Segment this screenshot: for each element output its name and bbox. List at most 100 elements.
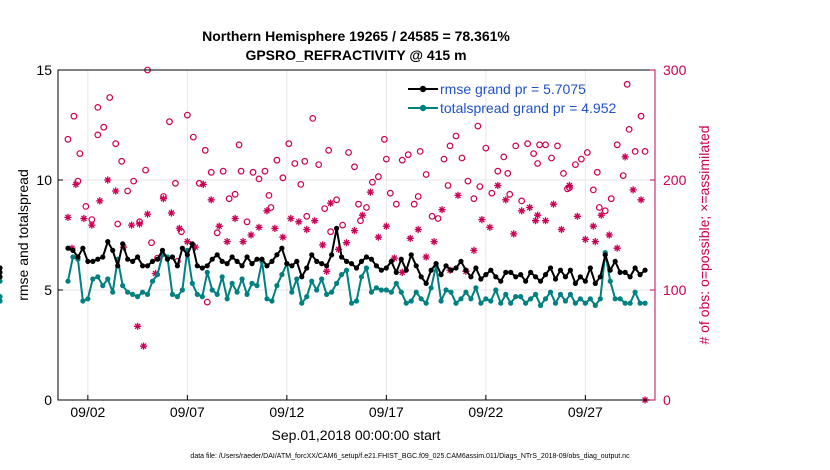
rmse-point: [547, 265, 554, 271]
obs-possible-point: [398, 156, 406, 164]
obs-possible-point: [82, 202, 90, 210]
rmse-point: [413, 263, 419, 269]
obs-possible-point: [623, 80, 631, 88]
rmse-point: [622, 269, 628, 275]
totalspread-point: [154, 272, 161, 278]
obs-assimilated-point: [406, 234, 414, 242]
totalspread-point: [542, 296, 549, 302]
rmse-point: [0, 269, 3, 275]
obs-possible-point: [452, 132, 460, 140]
y-right-tick-label: 300: [663, 62, 687, 78]
rmse-point: [115, 263, 121, 269]
rmse-point: [90, 258, 96, 264]
obs-possible-point: [249, 168, 257, 176]
rmse-point: [363, 254, 370, 260]
totalspread-point: [249, 280, 255, 286]
obs-possible-point: [380, 135, 388, 143]
totalspread-point: [562, 298, 569, 304]
rmse-point: [164, 256, 171, 262]
totalspread-point: [523, 300, 529, 306]
totalspread-point: [393, 280, 399, 286]
rmse-point: [254, 256, 260, 262]
y-right-tick-label: 200: [663, 172, 687, 188]
obs-possible-point: [476, 183, 484, 191]
obs-possible-point: [203, 298, 211, 306]
rmse-point: [179, 245, 185, 251]
obs-assimilated-point: [494, 181, 502, 190]
obs-assimilated-point: [637, 196, 645, 204]
rmse-point: [483, 272, 489, 278]
rmse-point: [453, 265, 459, 271]
totalspread-point: [597, 296, 603, 302]
totalspread-point: [483, 296, 489, 302]
totalspread-point: [443, 287, 449, 293]
obs-possible-point: [106, 94, 114, 101]
obs-possible-point: [339, 221, 346, 229]
totalspread-point: [478, 300, 484, 306]
obs-assimilated-point: [72, 180, 80, 188]
rmse-point: [169, 254, 176, 260]
legend: rmse grand pr = 5.7075 totalspread grand…: [408, 81, 617, 116]
obs-assimilated-point: [135, 220, 144, 228]
rmse-point: [329, 252, 335, 258]
totalspread-point: [518, 294, 524, 300]
rmse-point: [324, 263, 330, 269]
totalspread-point: [567, 291, 574, 297]
totalspread-point: [244, 291, 250, 297]
rmse-point: [139, 263, 146, 269]
rmse-point: [607, 267, 613, 273]
x-tick-label: 09/02: [70, 404, 105, 420]
obs-assimilated-point: [139, 342, 148, 350]
obs-possible-point: [494, 167, 502, 175]
rmse-point: [542, 272, 549, 278]
totalspread-point: [463, 289, 469, 295]
rmse-point: [493, 274, 499, 280]
totalspread-point: [174, 294, 180, 300]
totalspread-point: [617, 296, 623, 302]
totalspread-point: [90, 276, 96, 282]
rmse-point: [418, 274, 424, 280]
obs-assimilated-point: [613, 244, 621, 252]
obs-possible-point: [325, 146, 333, 154]
rmse-point: [368, 256, 375, 262]
rmse-point: [438, 272, 444, 278]
rmse-point: [627, 274, 633, 280]
totalspread-point: [264, 296, 270, 302]
totalspread-point: [388, 289, 394, 295]
rmse-point: [478, 276, 484, 282]
rmse-point: [224, 261, 230, 267]
obs-possible-point: [474, 122, 482, 130]
obs-possible-point: [488, 189, 496, 197]
obs-assimilated-point: [323, 267, 331, 275]
totalspread-point: [110, 289, 116, 295]
rmse-point: [488, 267, 494, 273]
rmse-point: [80, 245, 86, 251]
obs-assimilated-point: [96, 197, 104, 205]
rmse-point: [229, 254, 235, 260]
rmse-point: [383, 265, 389, 271]
obs-possible-point: [428, 212, 436, 220]
rmse-point: [249, 261, 255, 267]
obs-possible-point: [235, 141, 243, 149]
totalspread-point: [423, 300, 429, 306]
obs-assimilated-point: [532, 217, 540, 225]
totalspread-point: [149, 278, 156, 284]
obs-assimilated-point: [390, 254, 398, 262]
totalspread-point: [219, 274, 225, 280]
totalspread-point: [95, 274, 101, 280]
obs-assimilated-point: [591, 238, 599, 246]
rmse-point: [269, 258, 275, 264]
obs-possible-point: [504, 169, 512, 177]
obs-possible-point: [542, 141, 549, 149]
obs-assimilated-point: [541, 217, 550, 225]
rmse-point: [294, 258, 300, 264]
obs-possible-point: [554, 142, 561, 150]
obs-possible-point: [243, 218, 251, 226]
rmse-point: [537, 278, 544, 284]
totalspread-point: [135, 294, 141, 300]
totalspread-point: [179, 287, 185, 293]
totalspread-point: [557, 291, 564, 297]
obs-assimilated-point: [454, 191, 462, 199]
rmse-point: [552, 276, 559, 282]
x-tick-label: 09/17: [369, 404, 404, 420]
